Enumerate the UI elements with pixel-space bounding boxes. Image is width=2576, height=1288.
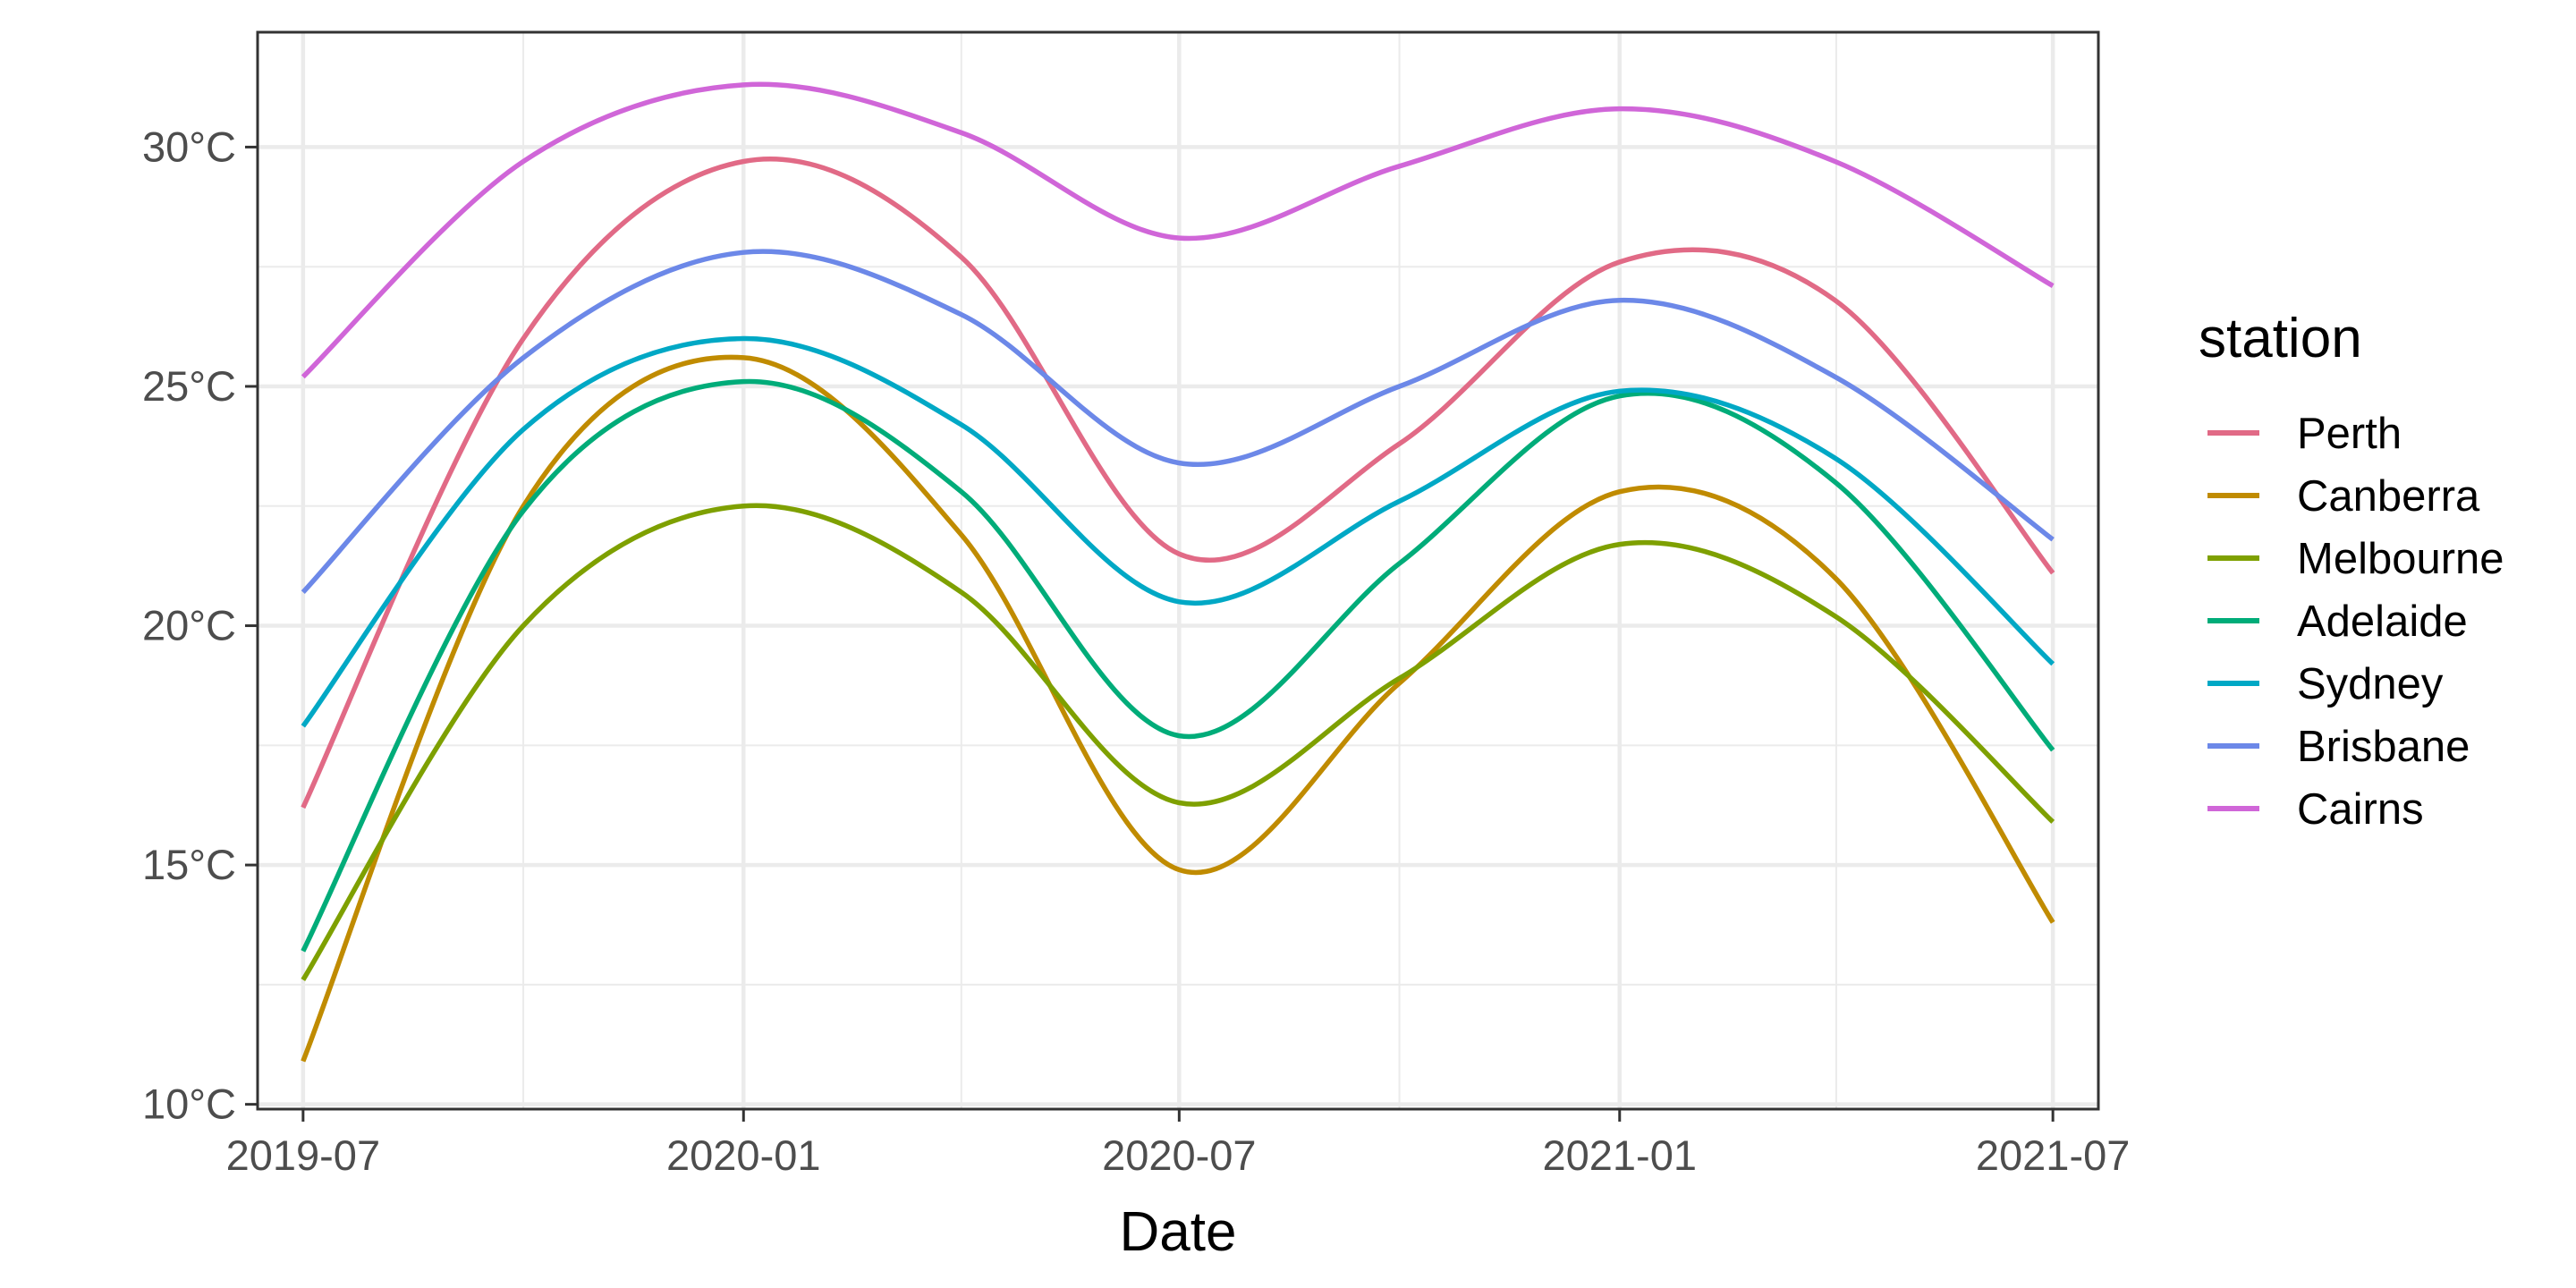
legend: station Perth Canberra Melbourne Adelaide Sy…	[2199, 308, 2504, 834]
y-tick-label: 25°C	[142, 362, 236, 410]
x-axis-title: Date	[1120, 1201, 1237, 1263]
legend-label-perth: Perth	[2297, 410, 2402, 458]
series-line-brisbane	[301, 249, 2055, 594]
legend-label-canberra: Canberra	[2297, 472, 2480, 521]
series-line-cairns	[301, 81, 2055, 379]
y-tick-label: 30°C	[142, 123, 236, 170]
legend-label-adelaide: Adelaide	[2297, 597, 2468, 646]
series-line-melbourne	[301, 503, 2055, 981]
y-tick-label: 15°C	[142, 841, 236, 888]
legend-label-brisbane: Brisbane	[2297, 723, 2470, 771]
axes: 10°C 15°C 20°C 25°C 30°C 2019-07 2020-01 2020-0…	[142, 123, 2130, 1179]
y-tick-label: 20°C	[142, 602, 236, 649]
legend-title: station	[2199, 308, 2362, 369]
x-tick-label: 2021-01	[1543, 1131, 1698, 1179]
x-tick-label: 2021-07	[1976, 1131, 2131, 1179]
series-line-adelaide	[301, 378, 2055, 953]
x-tick-label: 2020-07	[1102, 1131, 1257, 1179]
x-tick-label: 2019-07	[226, 1131, 381, 1179]
legend-label-sydney: Sydney	[2297, 660, 2444, 708]
series-line-perth	[301, 156, 2055, 809]
y-tick-label: 10°C	[142, 1080, 236, 1128]
series-lines	[301, 81, 2055, 1063]
series-line-canberra	[301, 354, 2055, 1063]
legend-label-cairns: Cairns	[2297, 785, 2424, 834]
series-line-sydney	[301, 335, 2055, 728]
legend-label-melbourne: Melbourne	[2297, 535, 2504, 583]
x-tick-label: 2020-01	[666, 1131, 821, 1179]
